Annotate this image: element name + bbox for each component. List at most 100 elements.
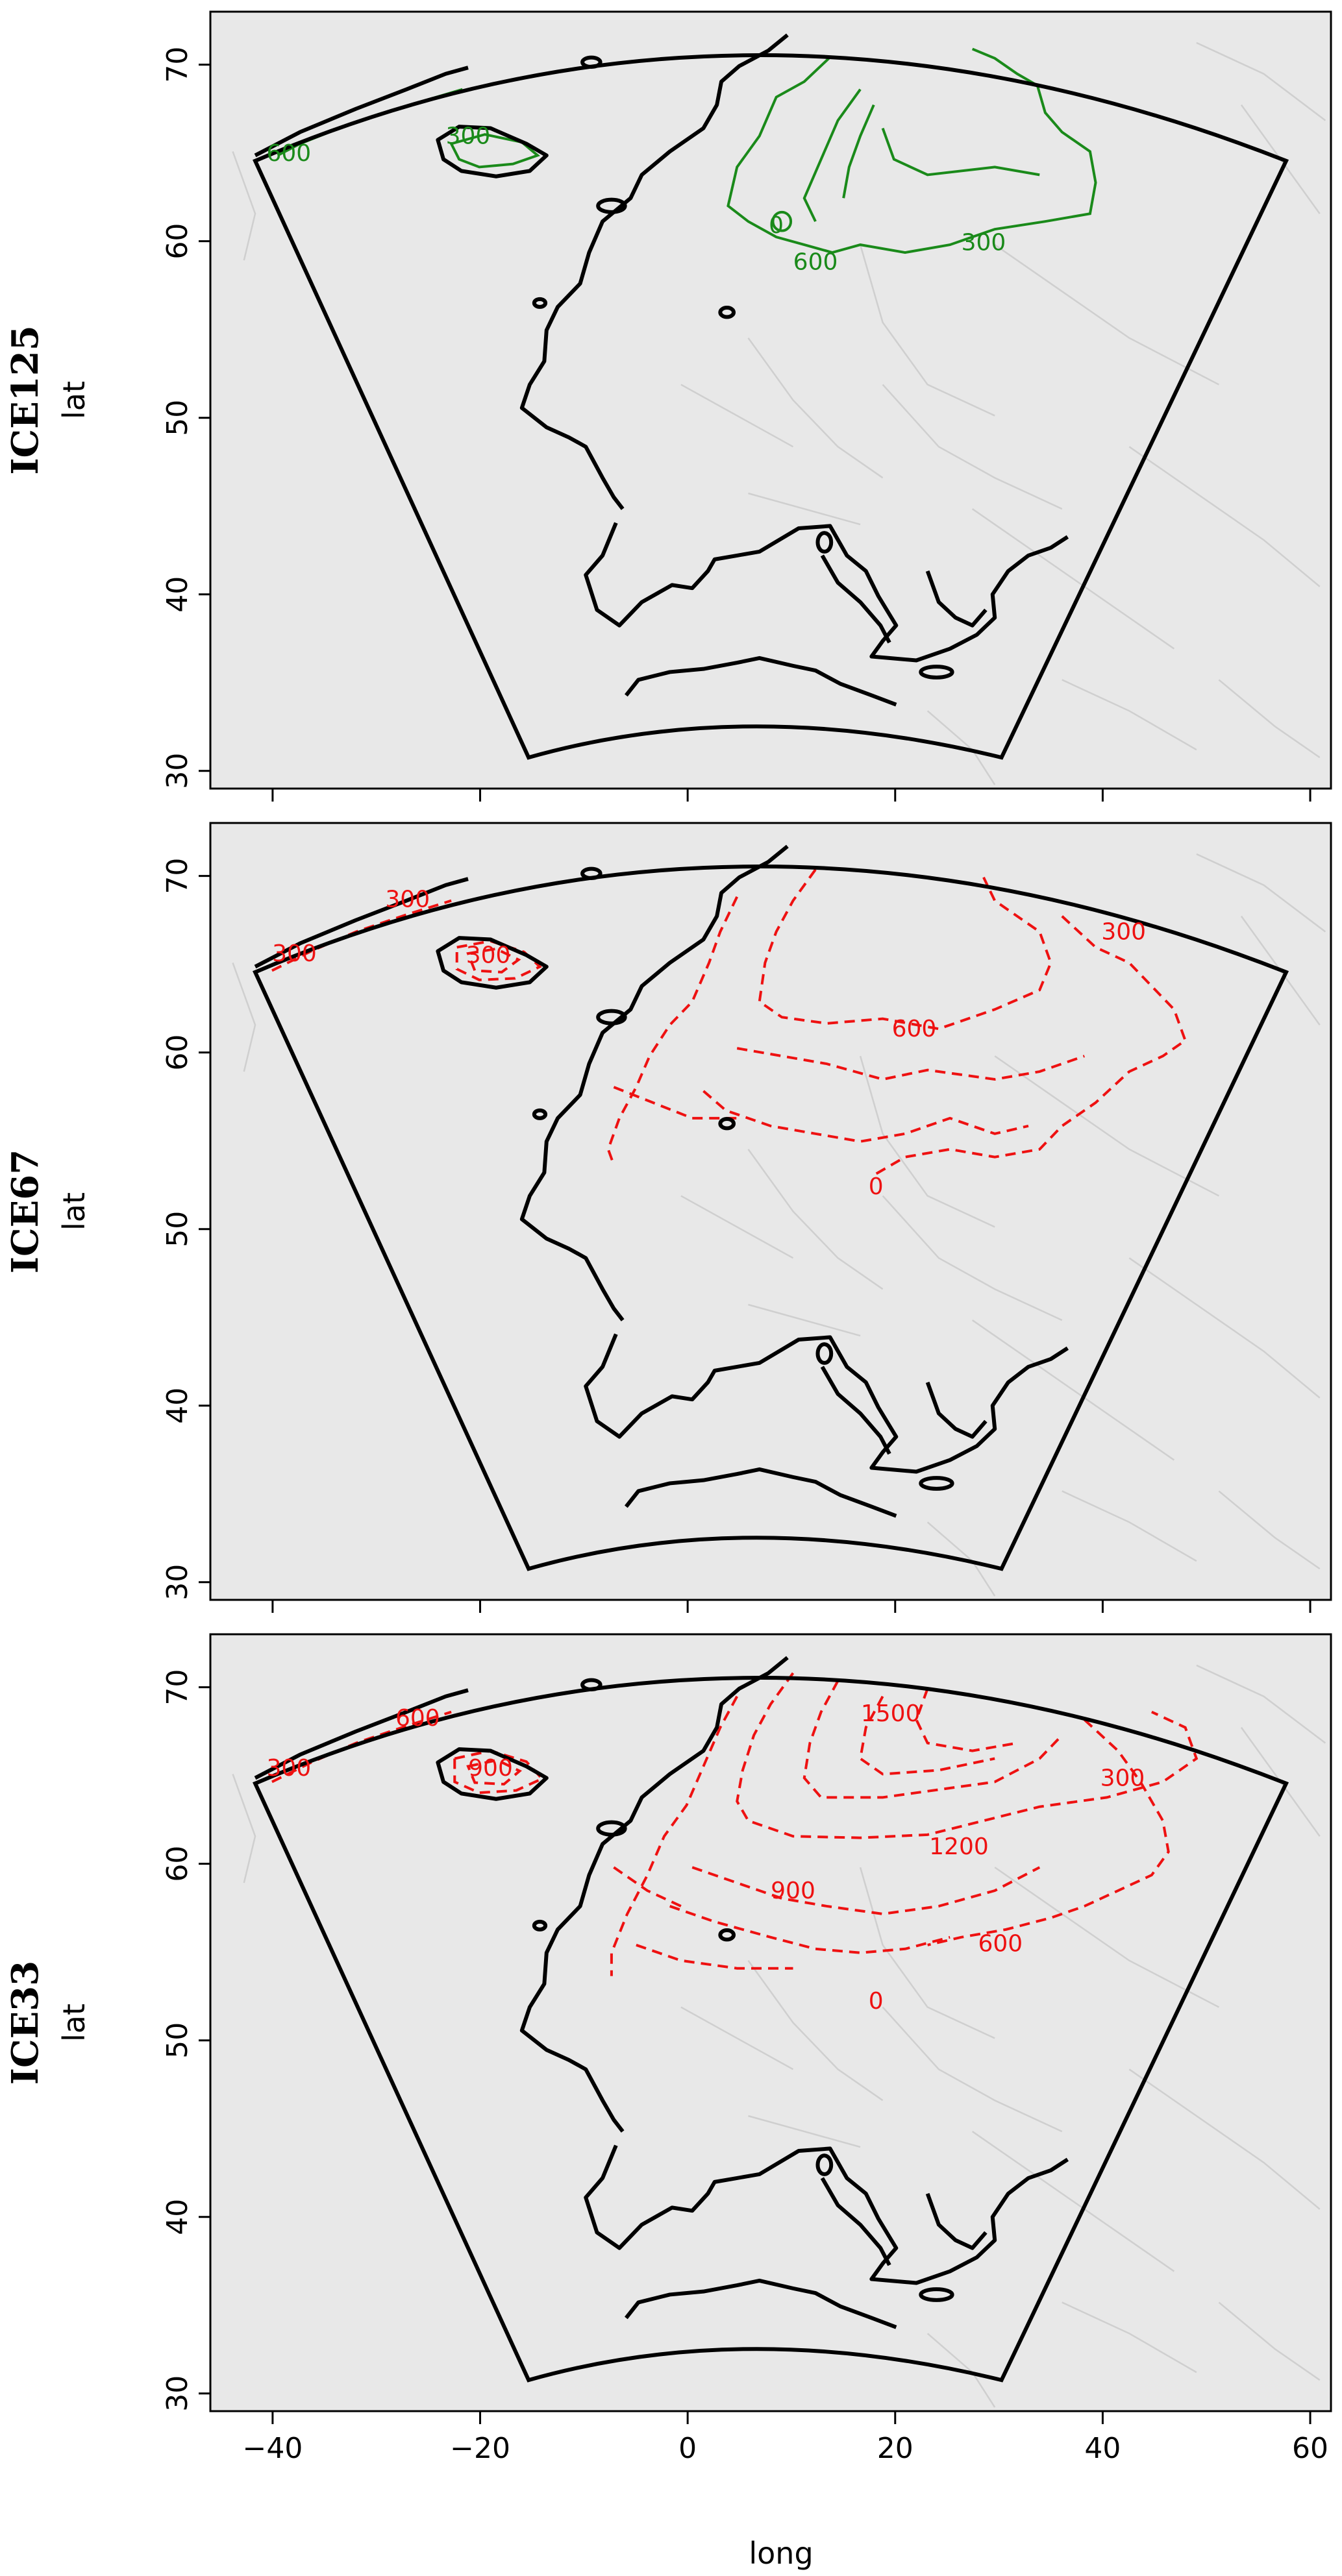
coastline bbox=[928, 2194, 986, 2248]
contour-label: 300 bbox=[385, 886, 430, 913]
coastline bbox=[822, 556, 889, 643]
contour-label: 600 bbox=[978, 1930, 1023, 1957]
x-tick-label: 60 bbox=[1292, 2432, 1328, 2465]
coastline bbox=[522, 1658, 788, 2131]
coastline bbox=[586, 523, 1067, 661]
ice-thickness-contour bbox=[804, 90, 860, 221]
y-axis-label: lat bbox=[56, 381, 92, 419]
panel-frame bbox=[209, 10, 1332, 790]
coastline bbox=[626, 658, 896, 705]
contour-label: 0 bbox=[769, 212, 784, 239]
ice-thickness-contour bbox=[612, 1697, 737, 1976]
coastline bbox=[928, 571, 986, 626]
ice-thickness-contour bbox=[608, 897, 737, 1165]
ice-thickness-contour bbox=[468, 1760, 519, 1784]
country-border bbox=[1197, 854, 1325, 932]
contour-label: 300 bbox=[466, 942, 511, 968]
coastline bbox=[822, 1367, 889, 1454]
coastline bbox=[720, 1119, 734, 1128]
country-border bbox=[995, 1056, 1219, 1196]
coastline bbox=[438, 127, 546, 177]
country-border bbox=[748, 493, 860, 524]
coastline bbox=[255, 67, 468, 155]
model-domain-boundary bbox=[255, 55, 1286, 757]
coastline bbox=[921, 667, 952, 678]
coastline bbox=[817, 1344, 831, 1363]
y-tick-label: 50 bbox=[161, 400, 194, 436]
country-border bbox=[748, 1305, 860, 1336]
country-border bbox=[973, 509, 1174, 648]
ice-thickness-contour bbox=[614, 1087, 737, 1118]
coastline bbox=[534, 1110, 545, 1118]
x-tick-label: 40 bbox=[1084, 2432, 1121, 2465]
country-border bbox=[681, 1196, 793, 1258]
coastline bbox=[586, 1334, 1067, 1472]
ice-thickness-contour bbox=[843, 105, 874, 199]
y-tick-label: 30 bbox=[161, 1564, 194, 1601]
panel-frame bbox=[209, 822, 1332, 1601]
country-border bbox=[995, 1867, 1219, 2007]
y-tick-label: 40 bbox=[161, 576, 194, 613]
coastline bbox=[822, 2178, 889, 2265]
country-border bbox=[1197, 1665, 1325, 1743]
y-tick-label: 60 bbox=[161, 223, 194, 260]
coastline bbox=[817, 2155, 831, 2174]
ice-thickness-contour bbox=[614, 1867, 681, 1906]
country-border bbox=[883, 2007, 1062, 2132]
ice-thickness-contour bbox=[804, 1681, 1062, 1798]
ice-thickness-contour bbox=[860, 1697, 995, 1774]
country-border bbox=[995, 245, 1219, 384]
coastline bbox=[586, 2146, 1067, 2283]
x-tick-label: 20 bbox=[877, 2432, 913, 2465]
country-border bbox=[860, 1056, 995, 1227]
ice-thickness-contour bbox=[916, 1689, 1017, 1751]
coastline bbox=[438, 1749, 546, 1799]
country-border bbox=[973, 1320, 1174, 1460]
model-domain-boundary bbox=[255, 1678, 1286, 2380]
y-axis-label: lat bbox=[56, 1192, 92, 1231]
panel-frame bbox=[209, 1633, 1332, 2412]
country-border bbox=[748, 1961, 882, 2100]
country-border bbox=[1062, 2302, 1197, 2372]
ice-thickness-contour bbox=[737, 1673, 1197, 1838]
y-tick-label: 50 bbox=[161, 2022, 194, 2059]
country-border bbox=[1129, 1258, 1319, 1397]
y-tick-label: 60 bbox=[161, 1846, 194, 1882]
ice-thickness-contour bbox=[737, 1048, 1084, 1079]
x-tick-label: −40 bbox=[242, 2432, 303, 2465]
contour-label: 0 bbox=[869, 1988, 884, 2015]
coastline bbox=[720, 308, 734, 317]
contour-label: 300 bbox=[272, 940, 317, 967]
panel-title: ICE33 bbox=[4, 1961, 47, 2085]
coastline bbox=[522, 35, 788, 509]
country-border bbox=[1241, 1728, 1320, 1837]
contour-label: 300 bbox=[1100, 1765, 1145, 1791]
country-border bbox=[748, 338, 882, 478]
contour-label: 600 bbox=[395, 1705, 440, 1732]
coastline bbox=[921, 2289, 952, 2300]
ice-thickness-contour bbox=[728, 49, 1095, 252]
map-content bbox=[233, 846, 1326, 1596]
coastline bbox=[928, 1382, 986, 1437]
country-border bbox=[1219, 680, 1319, 757]
country-border bbox=[1197, 43, 1325, 121]
country-border bbox=[860, 1867, 995, 2038]
contour-label: 1500 bbox=[861, 1700, 921, 1727]
coastline bbox=[598, 1011, 625, 1024]
country-border bbox=[1219, 2302, 1319, 2380]
country-border bbox=[973, 2131, 1174, 2271]
country-border bbox=[883, 385, 1062, 509]
y-tick-label: 30 bbox=[161, 2375, 194, 2412]
panel-title: ICE125 bbox=[4, 325, 47, 474]
y-axis-label: lat bbox=[56, 2004, 92, 2042]
coastline bbox=[534, 1922, 545, 1930]
map-panel-ice125: 300 600 300 600 0 30 40 50 60 70 ICE125 lat bbox=[4, 10, 1332, 802]
country-border bbox=[233, 151, 256, 260]
ice-thickness-contour bbox=[468, 949, 519, 972]
y-tick-label: 70 bbox=[161, 47, 194, 83]
coastline bbox=[626, 1469, 896, 1516]
ice-thickness-contour bbox=[760, 870, 1051, 1029]
